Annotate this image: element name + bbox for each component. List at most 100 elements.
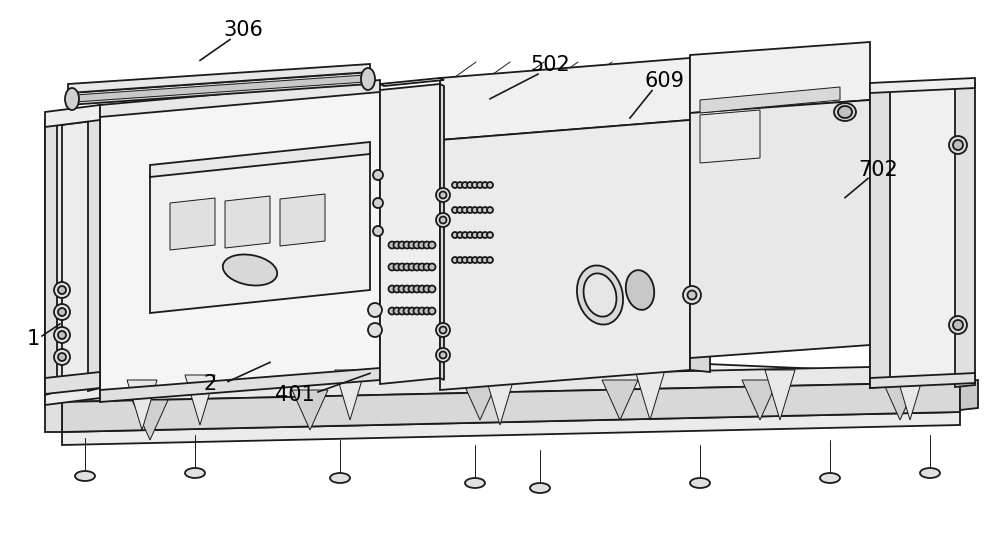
Circle shape xyxy=(424,242,430,249)
Polygon shape xyxy=(870,82,960,386)
Circle shape xyxy=(414,242,420,249)
Text: 609: 609 xyxy=(645,71,685,91)
Circle shape xyxy=(462,257,468,263)
Polygon shape xyxy=(225,196,270,248)
Circle shape xyxy=(436,213,450,227)
Polygon shape xyxy=(132,400,168,440)
Circle shape xyxy=(953,320,963,330)
Polygon shape xyxy=(88,105,100,391)
Circle shape xyxy=(452,207,458,213)
Circle shape xyxy=(477,207,483,213)
Circle shape xyxy=(58,331,66,339)
Circle shape xyxy=(472,207,478,213)
Circle shape xyxy=(58,286,66,294)
Polygon shape xyxy=(870,100,888,347)
Ellipse shape xyxy=(577,266,623,324)
Text: 401: 401 xyxy=(275,385,315,405)
Polygon shape xyxy=(100,80,380,117)
Circle shape xyxy=(482,182,488,188)
Circle shape xyxy=(424,307,430,315)
Circle shape xyxy=(467,232,473,238)
Polygon shape xyxy=(292,390,328,430)
Circle shape xyxy=(440,327,446,333)
Ellipse shape xyxy=(530,483,550,493)
Circle shape xyxy=(477,182,483,188)
Ellipse shape xyxy=(330,473,350,483)
Circle shape xyxy=(373,198,383,208)
Circle shape xyxy=(467,257,473,263)
Circle shape xyxy=(452,257,458,263)
Ellipse shape xyxy=(820,473,840,483)
Ellipse shape xyxy=(75,471,95,481)
Ellipse shape xyxy=(584,273,616,317)
Circle shape xyxy=(477,232,483,238)
Circle shape xyxy=(472,232,478,238)
Circle shape xyxy=(394,242,400,249)
Ellipse shape xyxy=(920,468,940,478)
Polygon shape xyxy=(100,368,380,402)
Circle shape xyxy=(457,207,463,213)
Ellipse shape xyxy=(185,468,205,478)
Polygon shape xyxy=(45,115,62,395)
Circle shape xyxy=(368,303,382,317)
Circle shape xyxy=(688,290,696,300)
Circle shape xyxy=(457,257,463,263)
Circle shape xyxy=(487,182,493,188)
Circle shape xyxy=(436,323,450,337)
Polygon shape xyxy=(870,78,975,93)
Ellipse shape xyxy=(834,103,856,121)
Circle shape xyxy=(404,285,411,293)
Circle shape xyxy=(487,207,493,213)
Circle shape xyxy=(428,242,436,249)
Circle shape xyxy=(394,307,400,315)
Polygon shape xyxy=(380,84,440,384)
Ellipse shape xyxy=(65,88,79,110)
Circle shape xyxy=(487,232,493,238)
Circle shape xyxy=(418,307,426,315)
Circle shape xyxy=(54,349,70,365)
Ellipse shape xyxy=(465,478,485,488)
Circle shape xyxy=(54,282,70,298)
Polygon shape xyxy=(690,100,870,358)
Circle shape xyxy=(398,307,406,315)
Text: 1: 1 xyxy=(26,329,40,349)
Circle shape xyxy=(388,285,396,293)
Circle shape xyxy=(482,207,488,213)
Polygon shape xyxy=(62,382,960,432)
Circle shape xyxy=(418,264,426,271)
Circle shape xyxy=(428,285,436,293)
Text: 702: 702 xyxy=(858,160,898,180)
Polygon shape xyxy=(700,110,760,163)
Polygon shape xyxy=(150,152,370,313)
Circle shape xyxy=(428,307,436,315)
Circle shape xyxy=(428,264,436,271)
Circle shape xyxy=(414,307,420,315)
Polygon shape xyxy=(895,370,925,420)
Circle shape xyxy=(398,285,406,293)
Circle shape xyxy=(409,264,416,271)
Circle shape xyxy=(414,264,420,271)
Polygon shape xyxy=(62,355,960,420)
Circle shape xyxy=(457,232,463,238)
Circle shape xyxy=(462,182,468,188)
Circle shape xyxy=(394,264,400,271)
Circle shape xyxy=(54,304,70,320)
Circle shape xyxy=(477,257,483,263)
Ellipse shape xyxy=(838,106,852,118)
Circle shape xyxy=(368,323,382,337)
Circle shape xyxy=(462,207,468,213)
Circle shape xyxy=(452,182,458,188)
Polygon shape xyxy=(100,90,380,400)
Polygon shape xyxy=(882,380,918,420)
Text: 306: 306 xyxy=(223,20,263,40)
Circle shape xyxy=(482,232,488,238)
Polygon shape xyxy=(635,370,665,420)
Polygon shape xyxy=(485,375,515,425)
Circle shape xyxy=(472,257,478,263)
Circle shape xyxy=(418,242,426,249)
Text: 502: 502 xyxy=(530,55,570,75)
Circle shape xyxy=(424,285,430,293)
Ellipse shape xyxy=(626,270,654,310)
Circle shape xyxy=(436,348,450,362)
Polygon shape xyxy=(870,373,975,388)
